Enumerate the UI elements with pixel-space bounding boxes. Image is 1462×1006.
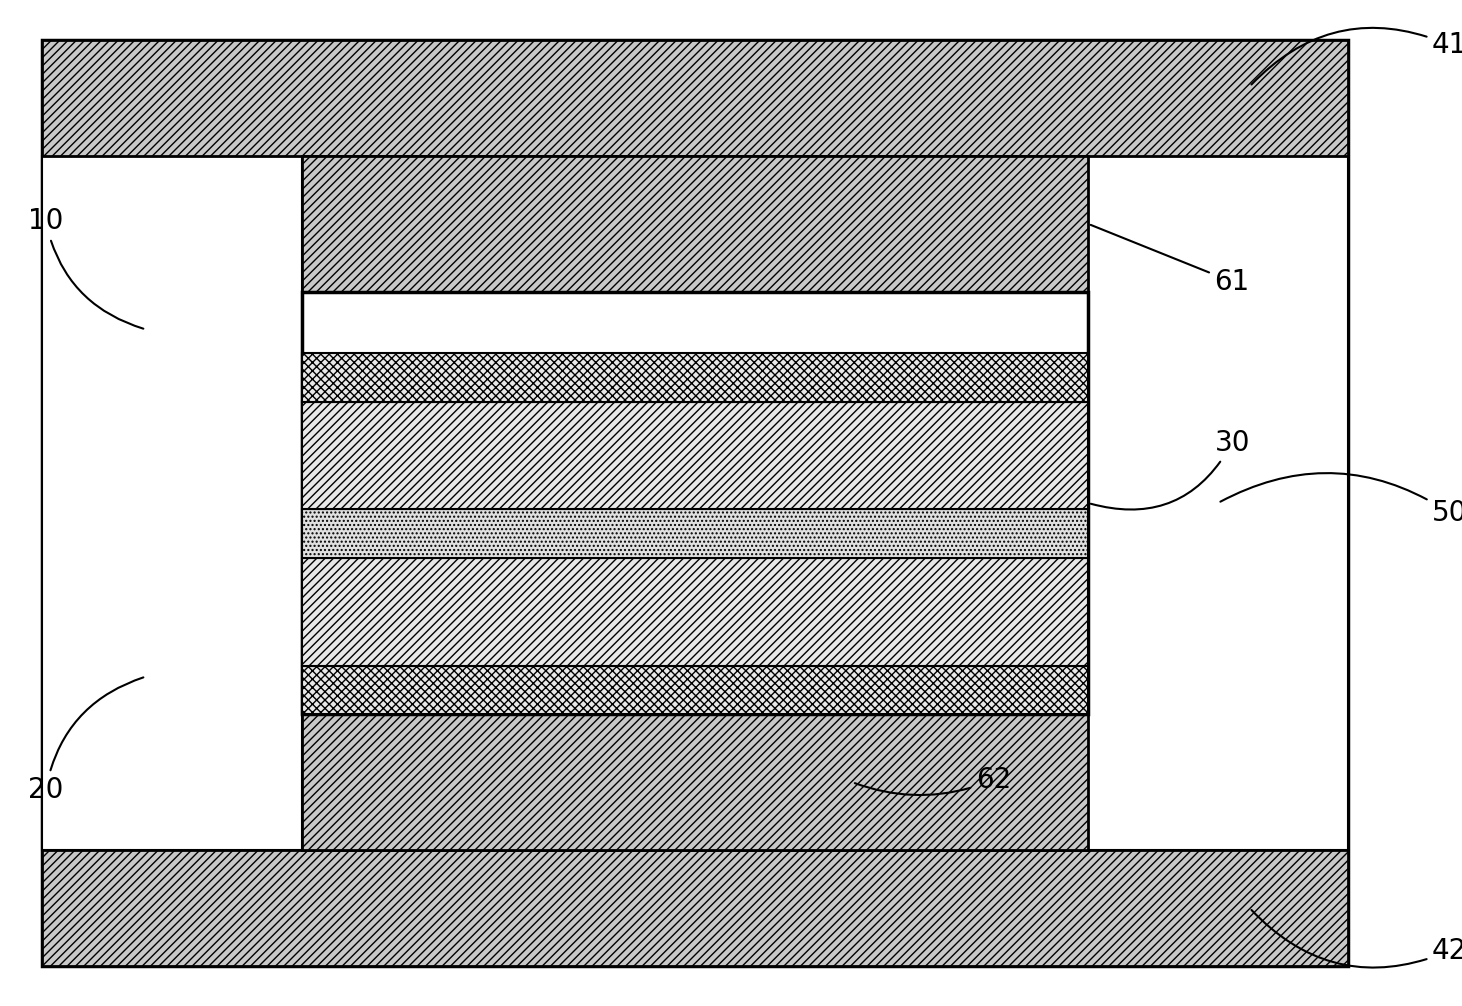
Bar [301,509,1088,558]
Text: 50: 50 [1221,473,1462,527]
Bar [42,40,1348,156]
Text: 10: 10 [28,207,143,329]
Text: 41: 41 [1251,28,1462,85]
Bar [301,558,1088,666]
Text: 42: 42 [1251,910,1462,968]
Text: 61: 61 [1091,225,1250,296]
Bar [42,850,1348,966]
Text: 62: 62 [855,766,1012,795]
Bar [301,401,1088,509]
Bar [301,666,1088,714]
Text: 30: 30 [1091,429,1250,510]
Bar [301,353,1088,401]
Bar [301,292,1088,714]
Bar [42,156,301,850]
Bar [301,156,1088,292]
Text: 20: 20 [28,677,143,804]
Bar [301,714,1088,850]
Bar [1088,156,1348,850]
